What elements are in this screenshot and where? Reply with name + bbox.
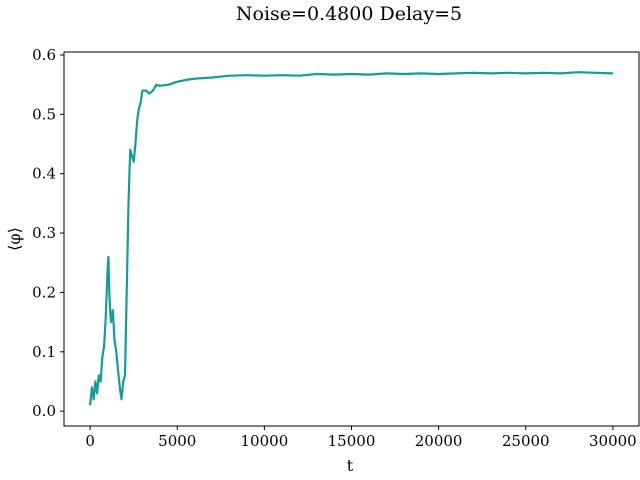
x-tick-label: 20000 bbox=[415, 432, 463, 450]
y-tick-label: 0.4 bbox=[32, 165, 56, 183]
x-tick-label: 5000 bbox=[158, 432, 196, 450]
x-axis: 0 5000 10000 15000 20000 25000 30000 bbox=[85, 426, 637, 450]
x-tick-label: 0 bbox=[85, 432, 95, 450]
y-axis: 0.0 0.1 0.2 0.3 0.4 0.5 0.6 bbox=[32, 46, 64, 420]
x-tick-label: 25000 bbox=[502, 432, 550, 450]
chart-title: Noise=0.4800 Delay=5 bbox=[236, 3, 462, 25]
plot-area bbox=[63, 51, 640, 427]
x-tick-label: 15000 bbox=[328, 432, 376, 450]
x-tick-label: 10000 bbox=[241, 432, 289, 450]
y-tick-label: 0.2 bbox=[32, 283, 56, 301]
x-tick-label: 30000 bbox=[589, 432, 637, 450]
y-tick-label: 0.3 bbox=[32, 224, 56, 242]
series-line bbox=[89, 71, 613, 406]
x-axis-label: t bbox=[347, 456, 354, 475]
y-tick-label: 0.0 bbox=[32, 402, 56, 420]
y-tick-label: 0.6 bbox=[32, 46, 56, 64]
y-tick-label: 0.5 bbox=[32, 105, 56, 123]
y-axis-label: ⟨φ⟩ bbox=[5, 227, 24, 251]
y-tick-label: 0.1 bbox=[32, 343, 56, 361]
plot-frame bbox=[63, 51, 640, 427]
